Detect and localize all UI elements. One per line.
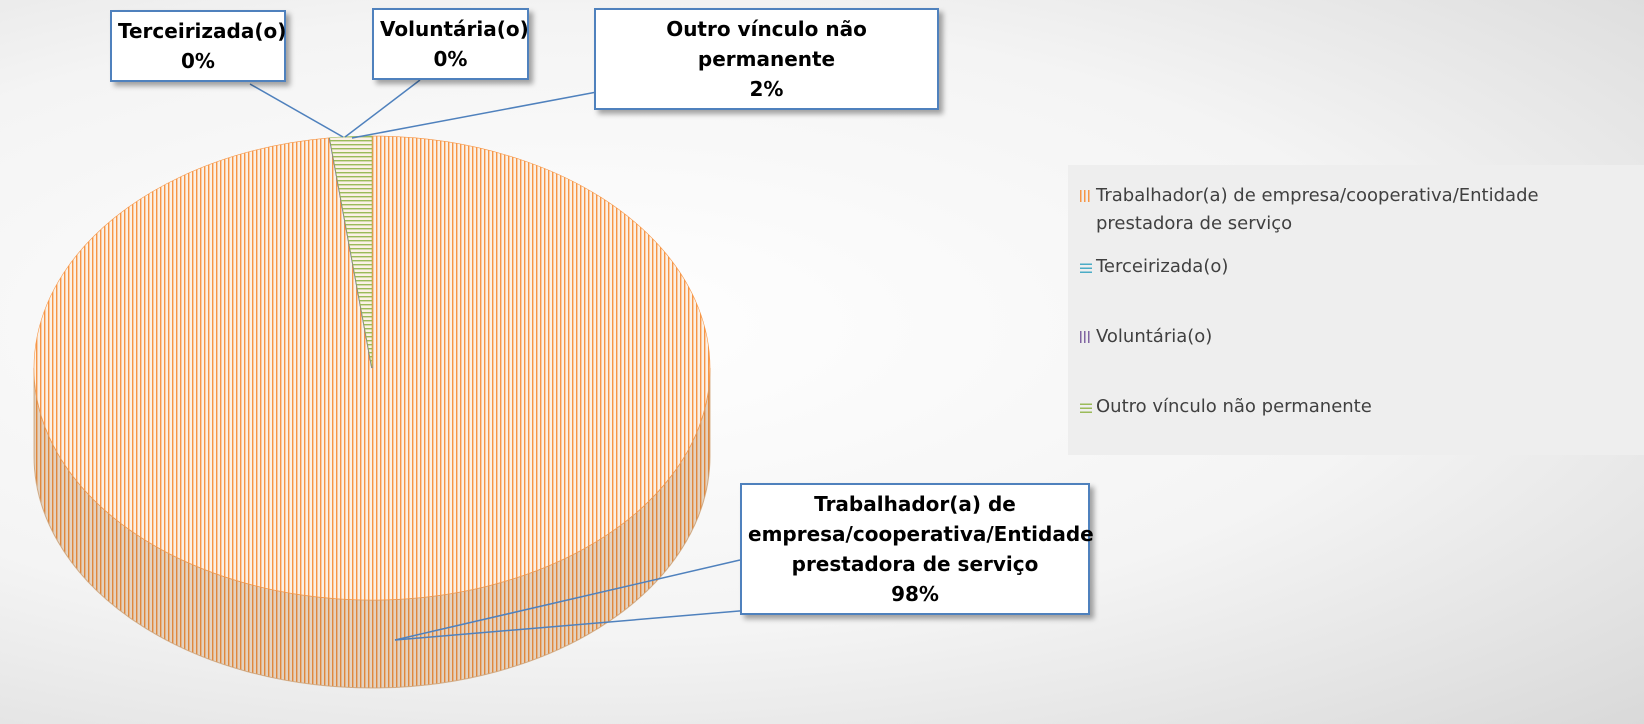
legend-item: Trabalhador(a) de empresa/cooperativa/En… [1080,182,1640,238]
legend-item: Outro vínculo não permanente [1080,393,1640,421]
data-label-value: 0% [181,49,215,73]
leader-line [344,79,421,138]
pie-side-shade [34,368,710,688]
data-label-value: 98% [891,582,939,606]
legend: Trabalhador(a) de empresa/cooperativa/En… [1068,165,1644,455]
data-label-value: 2% [749,77,784,101]
data-label-name: Terceirizada(o) [118,19,287,43]
legend-marker [1080,401,1092,413]
data-label: Voluntária(o) 0% [372,8,529,80]
legend-item: Voluntária(o) [1080,323,1640,351]
data-label-name: Outro vínculo não permanente [666,17,867,71]
legend-label: Terceirizada(o) [1096,256,1229,277]
data-label-name: Trabalhador(a) de empresa/cooperativa/En… [748,492,1094,576]
legend-marker [1080,261,1092,273]
data-label-name: Voluntária(o) [380,17,529,41]
legend-item: Terceirizada(o) [1080,253,1640,281]
legend-label: Outro vínculo não permanente [1096,396,1372,417]
data-label: Terceirizada(o) 0% [110,10,286,82]
legend-label: Trabalhador(a) de empresa/cooperativa/En… [1096,185,1539,234]
data-label: Trabalhador(a) de empresa/cooperativa/En… [740,483,1094,615]
legend-marker [1080,331,1092,343]
legend-label: Voluntária(o) [1096,326,1213,347]
legend-marker [1080,190,1092,202]
data-label-value: 0% [433,47,468,71]
leader-line [249,83,344,138]
data-label: Outro vínculo não permanente 2% [594,8,939,110]
pie-slice [329,135,373,369]
leader-line [394,559,741,641]
